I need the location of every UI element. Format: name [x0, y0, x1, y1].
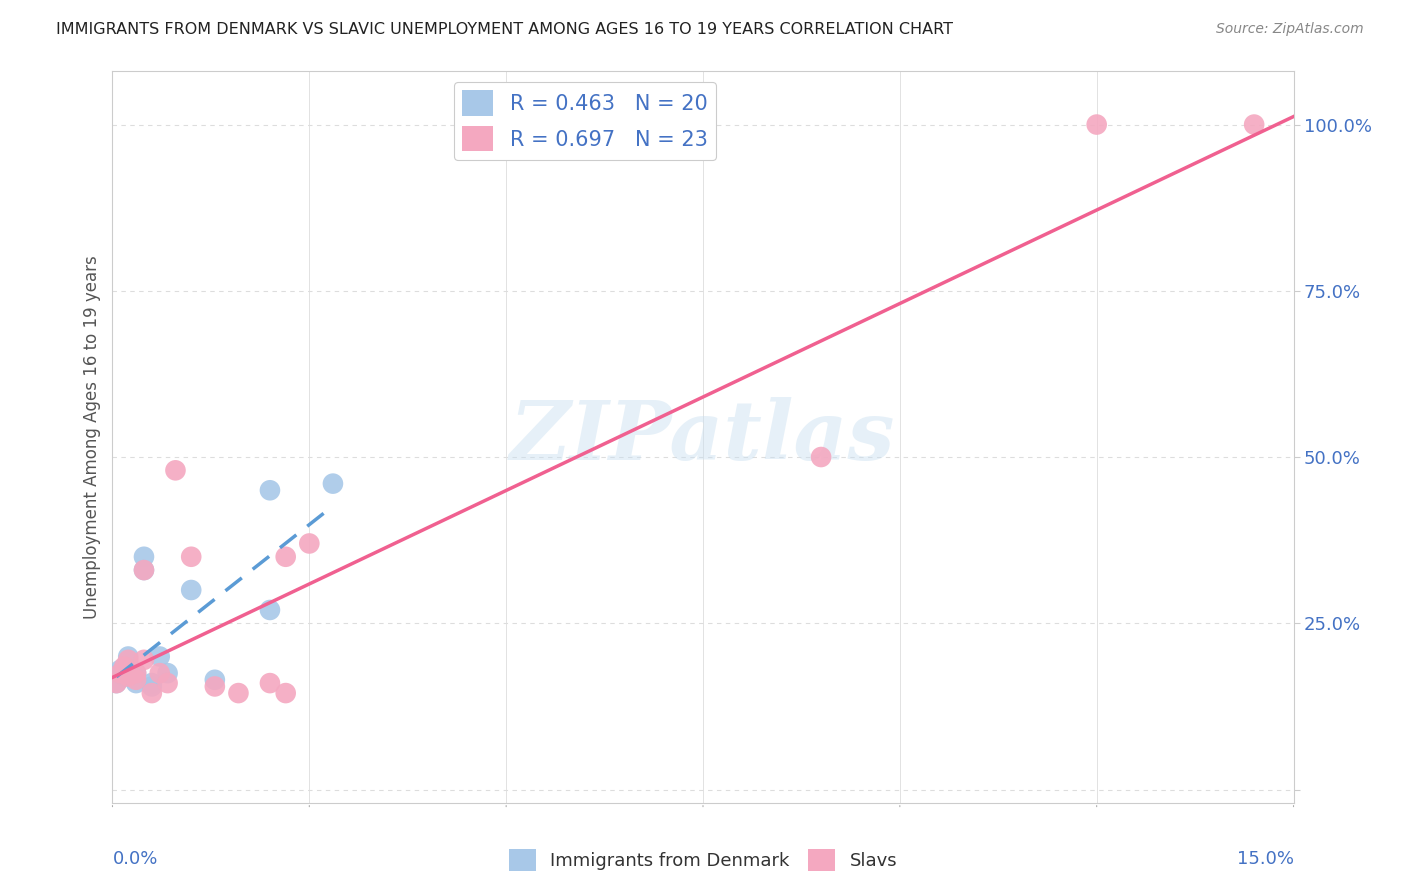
Point: [132, 653, 155, 667]
Legend: R = 0.463   N = 20, R = 0.697   N = 23: R = 0.463 N = 20, R = 0.697 N = 23: [454, 82, 716, 160]
Text: 0.0%: 0.0%: [112, 850, 157, 868]
Text: 15.0%: 15.0%: [1236, 850, 1294, 868]
Point: [259, 483, 281, 498]
Point: [141, 676, 163, 690]
Point: [112, 669, 135, 683]
Point: [204, 673, 226, 687]
Point: [149, 649, 172, 664]
Point: [117, 666, 139, 681]
Text: Source: ZipAtlas.com: Source: ZipAtlas.com: [1216, 22, 1364, 37]
Point: [274, 549, 297, 564]
Point: [156, 666, 179, 681]
Point: [125, 666, 148, 681]
Point: [125, 666, 148, 681]
Point: [105, 676, 128, 690]
Point: [132, 549, 155, 564]
Point: [132, 563, 155, 577]
Point: [117, 649, 139, 664]
Point: [204, 680, 226, 694]
Legend: Immigrants from Denmark, Slavs: Immigrants from Denmark, Slavs: [502, 842, 904, 879]
Point: [132, 563, 155, 577]
Point: [121, 663, 143, 677]
Point: [1243, 118, 1265, 132]
Point: [141, 686, 163, 700]
Point: [110, 666, 132, 681]
Text: ZIPatlas: ZIPatlas: [510, 397, 896, 477]
Point: [180, 582, 202, 597]
Point: [112, 659, 135, 673]
Point: [110, 666, 132, 681]
Point: [259, 676, 281, 690]
Y-axis label: Unemployment Among Ages 16 to 19 years: Unemployment Among Ages 16 to 19 years: [83, 255, 101, 619]
Point: [228, 686, 250, 700]
Point: [125, 676, 148, 690]
Point: [149, 666, 172, 681]
Point: [274, 686, 297, 700]
Point: [1085, 118, 1108, 132]
Point: [298, 536, 321, 550]
Point: [125, 673, 148, 687]
Point: [322, 476, 344, 491]
Point: [259, 603, 281, 617]
Point: [110, 663, 132, 677]
Point: [105, 676, 128, 690]
Point: [156, 676, 179, 690]
Point: [165, 463, 187, 477]
Point: [117, 669, 139, 683]
Point: [810, 450, 832, 464]
Point: [180, 549, 202, 564]
Point: [141, 680, 163, 694]
Point: [117, 653, 139, 667]
Text: IMMIGRANTS FROM DENMARK VS SLAVIC UNEMPLOYMENT AMONG AGES 16 TO 19 YEARS CORRELA: IMMIGRANTS FROM DENMARK VS SLAVIC UNEMPL…: [56, 22, 953, 37]
